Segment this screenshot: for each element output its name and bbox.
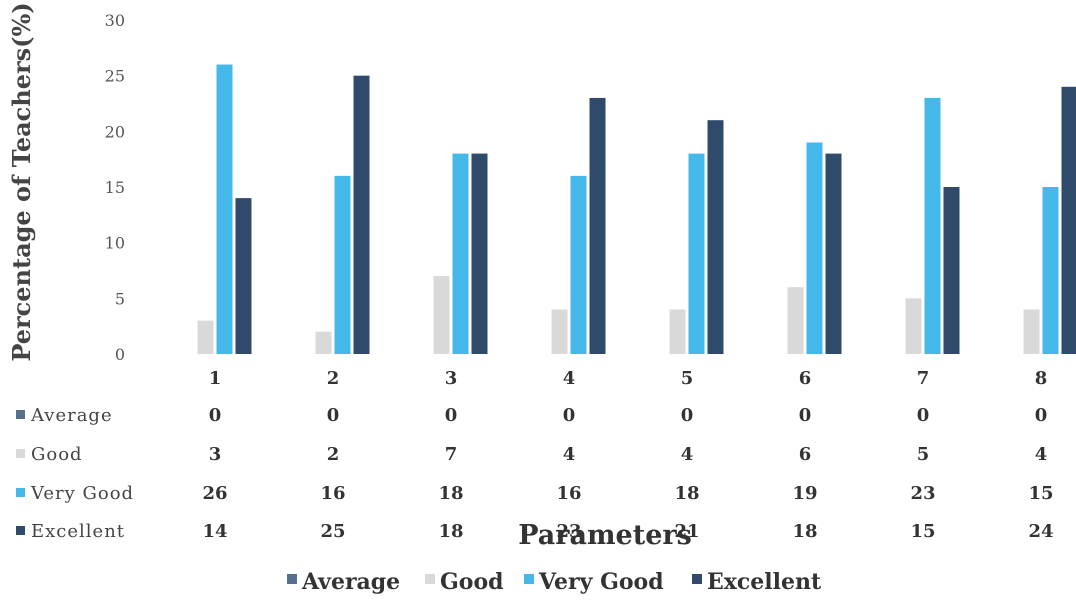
x-axis-label: Parameters (518, 520, 692, 551)
table-cell: 6 (799, 444, 812, 465)
table-cell: 15 (910, 521, 935, 542)
y-tick-label: 25 (105, 67, 125, 86)
bar-good-3 (434, 276, 450, 354)
bar-excellent-7 (944, 187, 960, 354)
y-axis-label: Percentage of Teachers(%) (7, 2, 36, 361)
table-cell: 15 (1028, 483, 1053, 504)
bar-excellent-6 (826, 154, 842, 354)
table-legend-key (16, 449, 25, 458)
legend-label: Good (440, 569, 504, 595)
table-legend-key (16, 526, 25, 535)
table-cell: 18 (674, 483, 699, 504)
x-tick-label: 1 (209, 368, 222, 389)
bar-good-2 (316, 332, 332, 354)
y-axis-label-group: Percentage of Teachers(%) (7, 2, 36, 361)
bar-good-7 (906, 298, 922, 354)
legend-label: Average (301, 569, 400, 595)
bar-excellent-5 (708, 120, 724, 354)
bar-very-good-7 (925, 98, 941, 354)
table-cell: 0 (209, 405, 222, 426)
x-axis-ticks: 1 2 3 4 5 6 7 8 (209, 368, 1048, 389)
table-cell: 14 (202, 521, 227, 542)
table-cell: 18 (792, 521, 817, 542)
table-cell: 0 (917, 405, 930, 426)
table-cell: 4 (681, 444, 694, 465)
y-tick-label: 20 (105, 122, 125, 141)
x-tick-label: 8 (1035, 368, 1048, 389)
legend-swatch (287, 574, 297, 584)
table-row-label: Good (31, 444, 83, 465)
legend-swatch (425, 574, 435, 584)
bar-excellent-4 (590, 98, 606, 354)
bar-excellent-1 (236, 198, 252, 354)
bar-very-good-8 (1043, 187, 1059, 354)
table-cell: 5 (917, 444, 930, 465)
y-tick-label: 15 (105, 178, 125, 197)
table-cell: 16 (556, 483, 581, 504)
bar-good-8 (1024, 309, 1040, 354)
table-cell: 23 (910, 483, 935, 504)
table-cell: 7 (445, 444, 458, 465)
table-cell: 24 (1028, 521, 1053, 542)
bar-excellent-3 (472, 154, 488, 354)
y-tick-label: 5 (115, 289, 125, 308)
legend: Average Good Very Good Excellent (287, 569, 822, 595)
x-tick-label: 4 (563, 368, 576, 389)
bar-good-4 (552, 309, 568, 354)
bar-very-good-5 (689, 154, 705, 354)
table-cell: 18 (438, 521, 463, 542)
bar-good-5 (670, 309, 686, 354)
x-tick-label: 3 (445, 368, 458, 389)
y-tick-label: 0 (115, 345, 125, 364)
bar-very-good-4 (571, 176, 587, 354)
table-row-label: Excellent (31, 521, 125, 542)
y-tick-label: 10 (105, 234, 125, 253)
table-cell: 26 (202, 483, 227, 504)
legend-label: Very Good (538, 569, 664, 595)
table-cell: 0 (327, 405, 340, 426)
x-tick-label: 7 (917, 368, 930, 389)
table-cell: 16 (320, 483, 345, 504)
legend-label: Excellent (707, 569, 822, 595)
table-row-label: Average (30, 405, 113, 426)
table-cell: 0 (799, 405, 812, 426)
table-cell: 0 (445, 405, 458, 426)
table-cell: 0 (681, 405, 694, 426)
bar-very-good-3 (453, 154, 469, 354)
x-tick-label: 2 (327, 368, 340, 389)
table-cell: 2 (327, 444, 340, 465)
legend-swatch (524, 574, 534, 584)
bars (198, 65, 1076, 354)
bar-very-good-1 (217, 65, 233, 354)
table-cell: 4 (563, 444, 576, 465)
x-tick-label: 5 (681, 368, 694, 389)
table-cell: 4 (1035, 444, 1048, 465)
table-cell: 0 (563, 405, 576, 426)
bar-excellent-8 (1062, 87, 1076, 354)
table-cell: 19 (792, 483, 817, 504)
bar-very-good-2 (335, 176, 351, 354)
bar-excellent-2 (354, 76, 370, 354)
x-tick-label: 6 (799, 368, 812, 389)
table-cell: 3 (209, 444, 222, 465)
y-tick-label: 30 (105, 11, 125, 30)
table-cell: 25 (320, 521, 345, 542)
bar-very-good-6 (807, 142, 823, 354)
bar-good-1 (198, 321, 214, 354)
table-legend-key (16, 410, 25, 419)
bar-good-6 (788, 287, 804, 354)
table-cell: 0 (1035, 405, 1048, 426)
y-axis-ticks: 0 5 10 15 20 25 30 (105, 11, 125, 364)
legend-swatch (692, 574, 702, 584)
table-row-label: Very Good (30, 483, 134, 504)
table-cell: 18 (438, 483, 463, 504)
table-legend-key (16, 488, 25, 497)
